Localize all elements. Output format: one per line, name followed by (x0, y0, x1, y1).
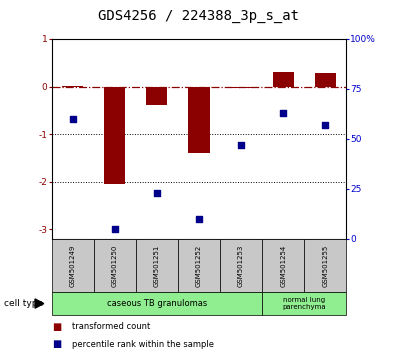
Bar (146, 87, 168, 105)
Point (70, 116, 76, 122)
Text: GSM501253: GSM501253 (238, 244, 244, 287)
Text: normal lung
parenchyma: normal lung parenchyma (282, 297, 326, 310)
FancyBboxPatch shape (52, 239, 94, 292)
Text: caseous TB granulomas: caseous TB granulomas (107, 299, 207, 308)
Bar (189, 87, 209, 153)
Point (322, 122, 328, 128)
FancyBboxPatch shape (262, 292, 346, 315)
FancyBboxPatch shape (94, 239, 136, 292)
Bar (273, 72, 294, 87)
Text: GSM501255: GSM501255 (322, 244, 328, 287)
Text: percentile rank within the sample: percentile rank within the sample (72, 340, 214, 349)
FancyBboxPatch shape (178, 239, 220, 292)
Point (238, 142, 244, 148)
FancyBboxPatch shape (52, 292, 262, 315)
FancyBboxPatch shape (262, 239, 304, 292)
Point (154, 190, 160, 196)
Text: cell type: cell type (4, 299, 43, 308)
Text: GSM501250: GSM501250 (112, 244, 118, 287)
Text: ■: ■ (52, 322, 61, 332)
Text: GSM501252: GSM501252 (196, 244, 202, 287)
FancyBboxPatch shape (220, 239, 262, 292)
Text: GDS4256 / 224388_3p_s_at: GDS4256 / 224388_3p_s_at (98, 9, 300, 23)
Text: transformed count: transformed count (72, 322, 150, 331)
Text: GSM501249: GSM501249 (70, 244, 76, 287)
Text: GSM501254: GSM501254 (280, 244, 286, 287)
Text: ■: ■ (52, 339, 61, 349)
Point (112, 226, 118, 232)
Bar (62, 86, 83, 87)
Text: GSM501251: GSM501251 (154, 244, 160, 287)
Point (196, 216, 202, 222)
Polygon shape (35, 299, 44, 308)
Bar (104, 87, 125, 184)
Point (280, 110, 286, 116)
Bar (315, 73, 336, 87)
FancyBboxPatch shape (136, 239, 178, 292)
FancyBboxPatch shape (304, 239, 346, 292)
